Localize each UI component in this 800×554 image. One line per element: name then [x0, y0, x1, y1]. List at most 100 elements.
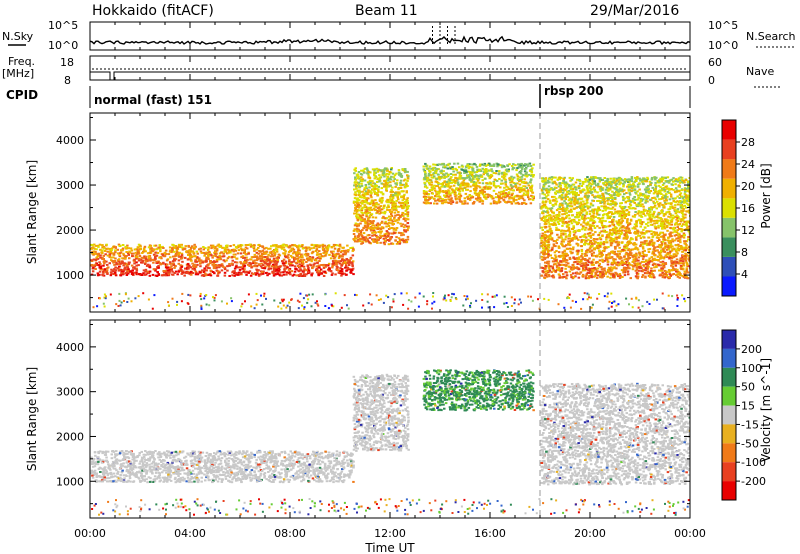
echo-cell — [101, 244, 104, 247]
echo-cell — [110, 272, 113, 275]
echo-cell — [178, 251, 181, 254]
echo-cell — [368, 186, 371, 189]
echo-cell — [431, 186, 434, 189]
echo-cell — [322, 266, 326, 269]
echo-cell — [132, 252, 135, 255]
echo-cell — [450, 176, 453, 179]
echo-cell — [485, 170, 489, 173]
echo-cell — [340, 249, 343, 252]
echo-cell — [405, 208, 409, 211]
echo-cell — [384, 237, 387, 240]
echo-cell — [481, 200, 485, 203]
echo-cell — [306, 257, 309, 260]
echo-cell — [215, 264, 219, 267]
echo-cell — [244, 253, 247, 256]
echo-cell — [337, 257, 341, 260]
echo-cell — [667, 256, 671, 259]
echo-cell — [546, 214, 549, 217]
echo-cell — [275, 262, 278, 265]
echo-cell — [422, 192, 426, 195]
echo-cell — [152, 261, 155, 264]
echo-cell — [425, 165, 428, 168]
echo-cell — [264, 262, 267, 265]
echo-cell — [314, 245, 318, 248]
echo-cell — [206, 264, 210, 267]
echo-cell — [376, 170, 380, 173]
echo-cell — [196, 273, 200, 276]
echo-cell — [636, 194, 640, 197]
echo-cell — [146, 263, 150, 266]
echo-cell — [624, 215, 628, 217]
echo-cell — [353, 181, 357, 184]
echo-cell — [380, 222, 383, 224]
echo-cell — [318, 272, 321, 275]
echo-cell — [540, 251, 543, 254]
echo-cell — [495, 179, 499, 182]
echo-cell — [352, 247, 355, 250]
echo-cell — [239, 247, 243, 250]
echo-cell — [174, 254, 177, 257]
echo-cell — [144, 270, 147, 273]
echo-cell — [430, 183, 433, 186]
echo-cell — [118, 245, 121, 247]
echo-cell — [518, 178, 521, 181]
cpid-label: CPID — [6, 88, 38, 102]
echo-cell — [168, 268, 172, 271]
echo-cell — [250, 272, 254, 275]
echo-cell — [96, 264, 99, 266]
echo-cell — [634, 269, 638, 272]
echo-cell — [309, 264, 313, 267]
echo-cell — [520, 188, 524, 191]
echo-cell — [492, 180, 495, 183]
echo-cell — [360, 209, 364, 211]
echo-cell — [447, 195, 450, 198]
echo-cell — [685, 223, 688, 226]
echo-cell — [370, 196, 373, 199]
echo-cell — [668, 235, 672, 238]
echo-cell — [379, 241, 382, 244]
echo-cell — [581, 207, 585, 210]
echo-cell — [386, 169, 389, 172]
echo-cell — [469, 185, 472, 188]
echo-cell — [547, 241, 550, 243]
echo-cell — [621, 195, 625, 198]
echo-cell — [670, 235, 673, 238]
echo-cell — [365, 226, 369, 229]
echo-cell — [639, 243, 643, 246]
echo-cell — [287, 268, 291, 271]
echo-cell — [235, 264, 238, 267]
echo-cell — [583, 269, 587, 272]
echo-cell — [552, 218, 555, 221]
echo-cell — [296, 245, 299, 248]
echo-cell — [686, 202, 689, 205]
echo-cell — [380, 200, 384, 203]
echo-cell — [588, 268, 592, 270]
echo-cell — [504, 192, 508, 195]
echo-cell — [284, 261, 288, 264]
echo-cell — [683, 204, 687, 207]
echo-cell — [373, 190, 376, 193]
echo-cell — [294, 261, 298, 264]
echo-cell — [152, 248, 156, 251]
echo-cell — [609, 177, 612, 180]
echo-cell — [379, 211, 383, 214]
echo-cell — [114, 251, 117, 254]
echo-cell — [443, 201, 446, 204]
echo-cell — [597, 233, 601, 236]
nsearch-label: N.Search — [746, 30, 796, 43]
echo-cell — [498, 196, 501, 199]
echo-cell — [261, 272, 265, 275]
echo-cell — [675, 218, 678, 221]
echo-cell — [217, 270, 220, 273]
echo-cell — [530, 174, 533, 177]
echo-cell — [365, 213, 368, 216]
echo-cell — [195, 271, 198, 274]
echo-cell — [245, 271, 248, 274]
echo-cell — [665, 198, 668, 201]
echo-cell — [505, 201, 508, 204]
echo-cell — [440, 175, 444, 178]
echo-cell — [373, 185, 376, 188]
echo-cell — [583, 214, 587, 217]
echo-cell — [406, 222, 410, 224]
echo-cell — [145, 264, 149, 267]
